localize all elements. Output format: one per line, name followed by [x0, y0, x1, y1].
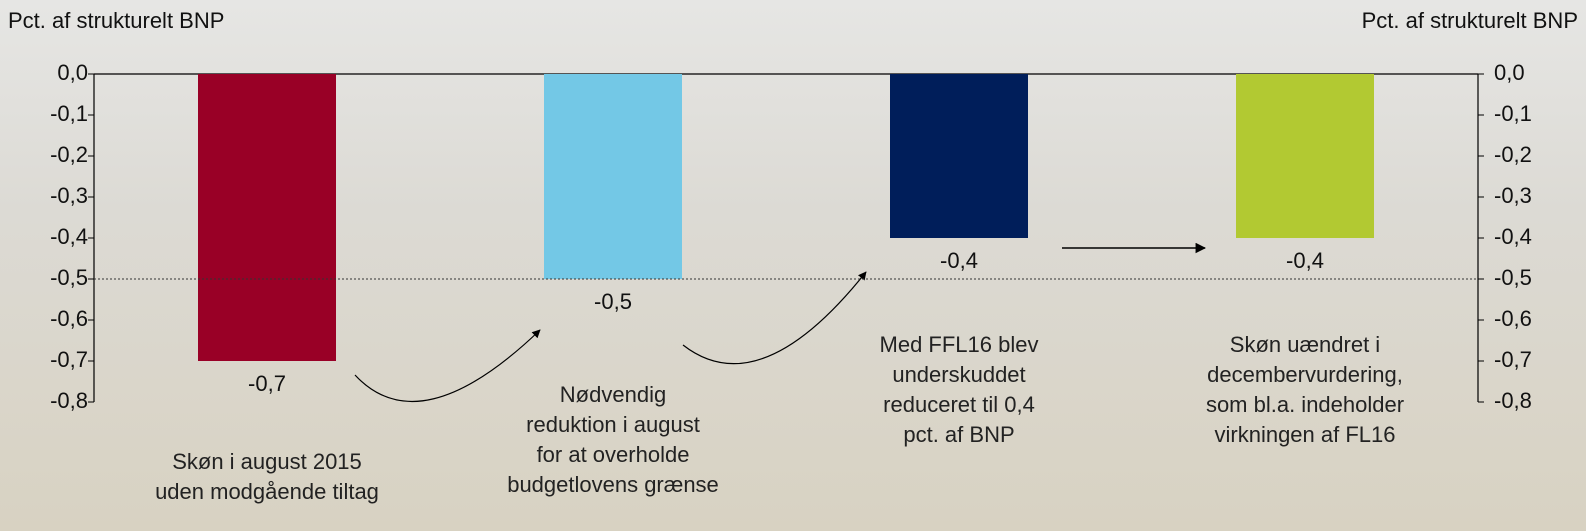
y-tick-label: -0,5 — [50, 265, 88, 290]
y2-tick-label: 0,0 — [1494, 60, 1525, 85]
value-label: -0,4 — [940, 248, 978, 273]
y-axis-label: Pct. af strukturelt BNP — [8, 8, 224, 33]
y-tick-label: -0,7 — [50, 347, 88, 372]
y2-tick-label: -0,2 — [1494, 142, 1532, 167]
bar — [544, 74, 682, 279]
category-label: Skøn uændret i decembervurdering, som bl… — [1205, 332, 1405, 447]
y2-tick-label: -0,6 — [1494, 306, 1532, 331]
y-tick-label: -0,8 — [50, 388, 88, 413]
arrow — [354, 329, 541, 403]
bar — [198, 74, 336, 361]
y2-tick-label: -0,1 — [1494, 101, 1532, 126]
y-tick-label: -0,1 — [50, 101, 88, 126]
y-tick-label: -0,4 — [50, 224, 88, 249]
arrow — [682, 271, 867, 365]
y-tick-label: -0,2 — [50, 142, 88, 167]
y2-tick-label: -0,4 — [1494, 224, 1532, 249]
value-label: -0,7 — [248, 371, 286, 396]
y2-tick-label: -0,7 — [1494, 347, 1532, 372]
value-label: -0,5 — [594, 289, 632, 314]
y-tick-label: -0,6 — [50, 306, 88, 331]
y2-tick-label: -0,5 — [1494, 265, 1532, 290]
bar — [890, 74, 1028, 238]
category-label: Nødvendig reduktion i august for at over… — [507, 382, 719, 497]
category-label: Skøn i august 2015 uden modgående tiltag — [155, 449, 379, 504]
y2-tick-label: -0,3 — [1494, 183, 1532, 208]
y-tick-label: 0,0 — [57, 60, 88, 85]
category-label: Med FFL16 blev underskuddet reduceret ti… — [879, 332, 1039, 447]
value-label: -0,4 — [1286, 248, 1324, 273]
bar — [1236, 74, 1374, 238]
y2-tick-label: -0,8 — [1494, 388, 1532, 413]
y2-axis-label: Pct. af strukturelt BNP — [1362, 8, 1578, 33]
y-tick-label: -0,3 — [50, 183, 88, 208]
